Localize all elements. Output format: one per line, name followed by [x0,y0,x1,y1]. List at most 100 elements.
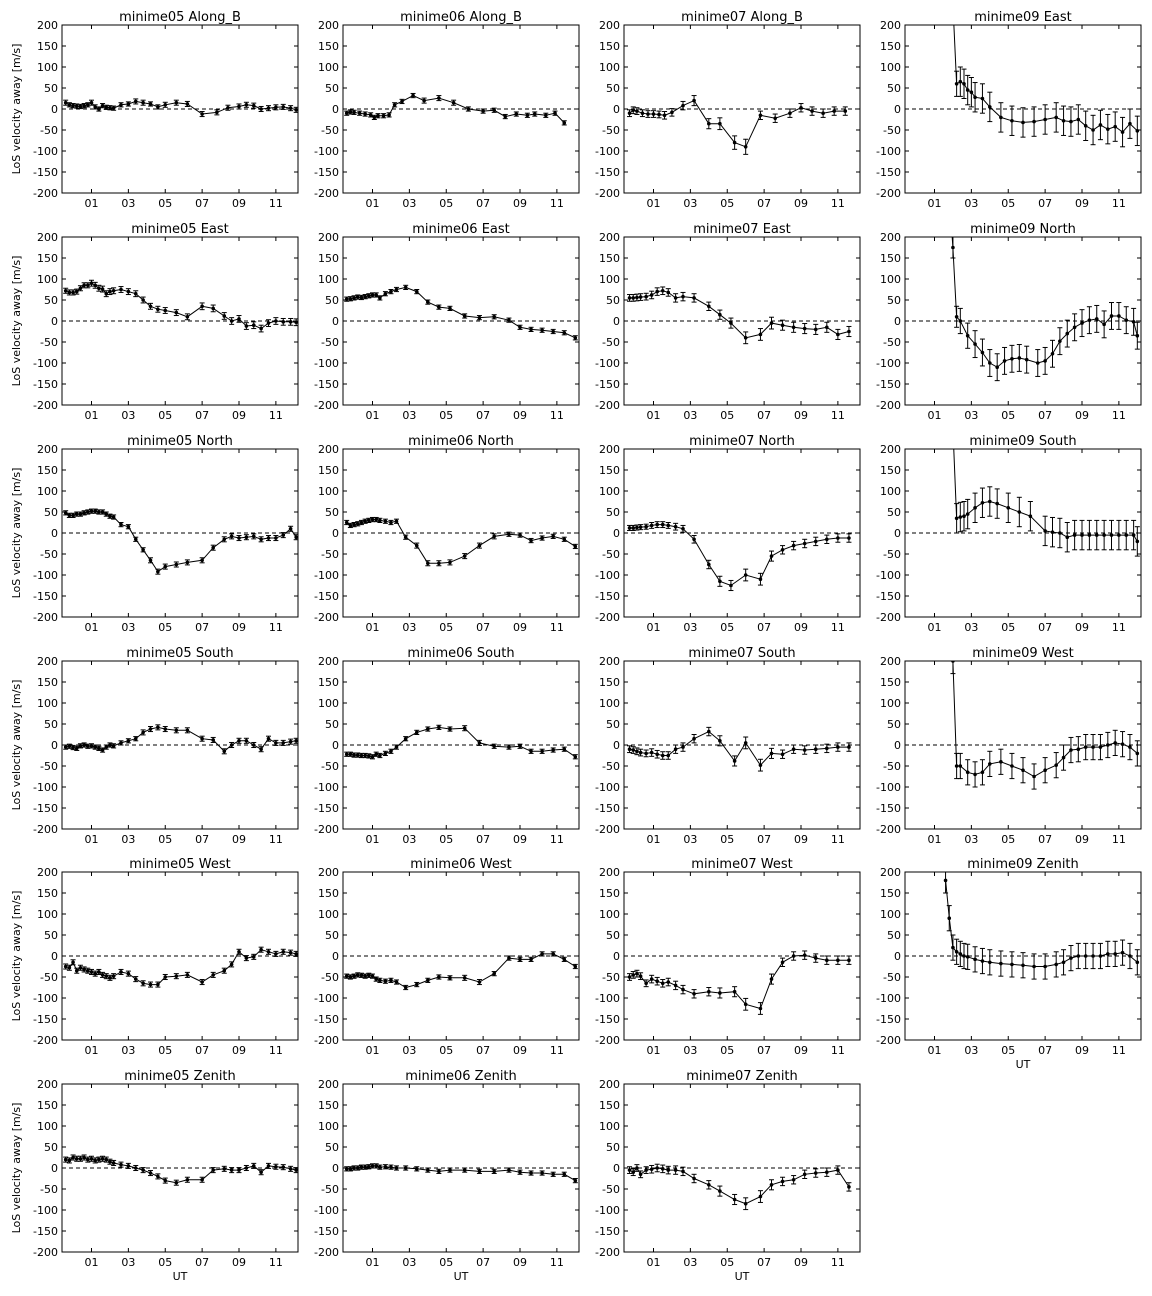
data-point [368,113,373,117]
x-tick-label: 07 [195,1044,209,1057]
y-tick-label: -150 [595,166,620,179]
x-tick-label: 11 [831,833,845,846]
data-point [573,336,578,340]
x-tick-label: 03 [402,833,416,846]
data-point [251,103,256,108]
data-point [995,365,999,370]
data-point [156,569,160,574]
data-point [71,290,75,295]
y-tick-label: 150 [318,464,339,477]
data-point [631,108,636,113]
data-point [274,952,278,956]
series-group [627,950,852,1015]
data-point [1083,954,1088,958]
y-tick-label: 0 [613,739,620,752]
y-tick-label: -200 [595,611,620,624]
y-tick-label: 0 [332,527,339,540]
data-point [119,103,123,107]
y-tick-label: 50 [44,718,58,731]
data-point [294,1168,298,1172]
data-point [631,1170,636,1174]
data-point [274,1164,278,1169]
y-tick-label: 150 [599,40,620,53]
data-point [1054,962,1058,967]
data-point [1113,124,1117,129]
data-point [148,558,153,563]
data-point [627,296,632,300]
data-point [638,525,643,529]
data-point [627,747,632,751]
data-point [1117,533,1121,537]
x-tick-label: 01 [85,833,99,846]
x-axis-label: UT [735,1270,750,1283]
data-point [631,748,636,752]
series-line [65,949,297,986]
data-point [1050,530,1055,534]
series-group [627,521,852,592]
x-tick-label: 05 [158,1044,172,1057]
chart-panel: minime06 Zenith 200 150 100 50 0 -50 -100 -150 -2… [314,1069,580,1283]
y-tick-label: -200 [314,1034,339,1047]
data-point [344,111,349,115]
data-point [348,296,353,301]
data-point [133,977,138,981]
data-point [174,562,179,567]
x-tick-label: 03 [402,197,416,210]
data-point [1131,533,1136,537]
data-point [692,296,696,300]
y-tick-label: -100 [314,357,339,370]
data-point [1065,535,1070,539]
data-point [437,1169,441,1174]
data-point [185,102,190,106]
data-point [389,289,393,294]
data-point [655,1166,659,1170]
y-tick-label: -150 [33,590,58,603]
data-point [108,743,112,747]
x-tick-label: 05 [720,1256,734,1269]
data-point [718,312,722,317]
data-point [86,744,90,749]
x-tick-label: 09 [513,621,527,634]
data-point [244,739,249,743]
data-point [374,517,378,522]
data-point [1043,964,1047,969]
data-point [973,342,977,346]
data-point [370,754,375,759]
data-point [392,103,397,107]
data-point [352,296,356,300]
x-tick-label: 07 [757,1044,771,1057]
data-point [97,746,101,751]
series-group [627,1163,852,1211]
data-point [156,1174,160,1179]
series-line [953,25,1138,133]
y-tick-label: -200 [876,1034,901,1047]
x-tick-label: 09 [794,197,808,210]
data-point [403,535,408,539]
x-tick-label: 05 [158,833,172,846]
data-point [266,1164,271,1168]
data-point [93,509,97,513]
y-tick-label: 150 [37,40,58,53]
x-tick-label: 01 [647,1256,661,1269]
data-point [1106,127,1110,131]
data-point [492,1169,496,1174]
data-point [200,112,204,116]
data-point [344,520,349,525]
y-tick-label: -200 [33,1246,58,1259]
y-tick-label: -200 [33,611,58,624]
data-point [89,100,94,105]
y-tick-label: 0 [51,527,58,540]
data-point [1098,954,1103,958]
data-point [758,113,763,118]
data-point [237,317,241,321]
data-point [288,106,293,110]
data-point [958,952,963,956]
y-tick-label: 200 [37,655,58,668]
x-tick-label: 09 [1075,833,1089,846]
data-point [71,103,75,108]
series-group [344,92,567,126]
y-tick-label: 50 [887,718,901,731]
data-point [78,512,83,516]
data-point [1106,952,1110,956]
